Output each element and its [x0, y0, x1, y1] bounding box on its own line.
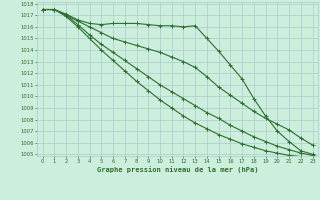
- X-axis label: Graphe pression niveau de la mer (hPa): Graphe pression niveau de la mer (hPa): [97, 166, 258, 173]
